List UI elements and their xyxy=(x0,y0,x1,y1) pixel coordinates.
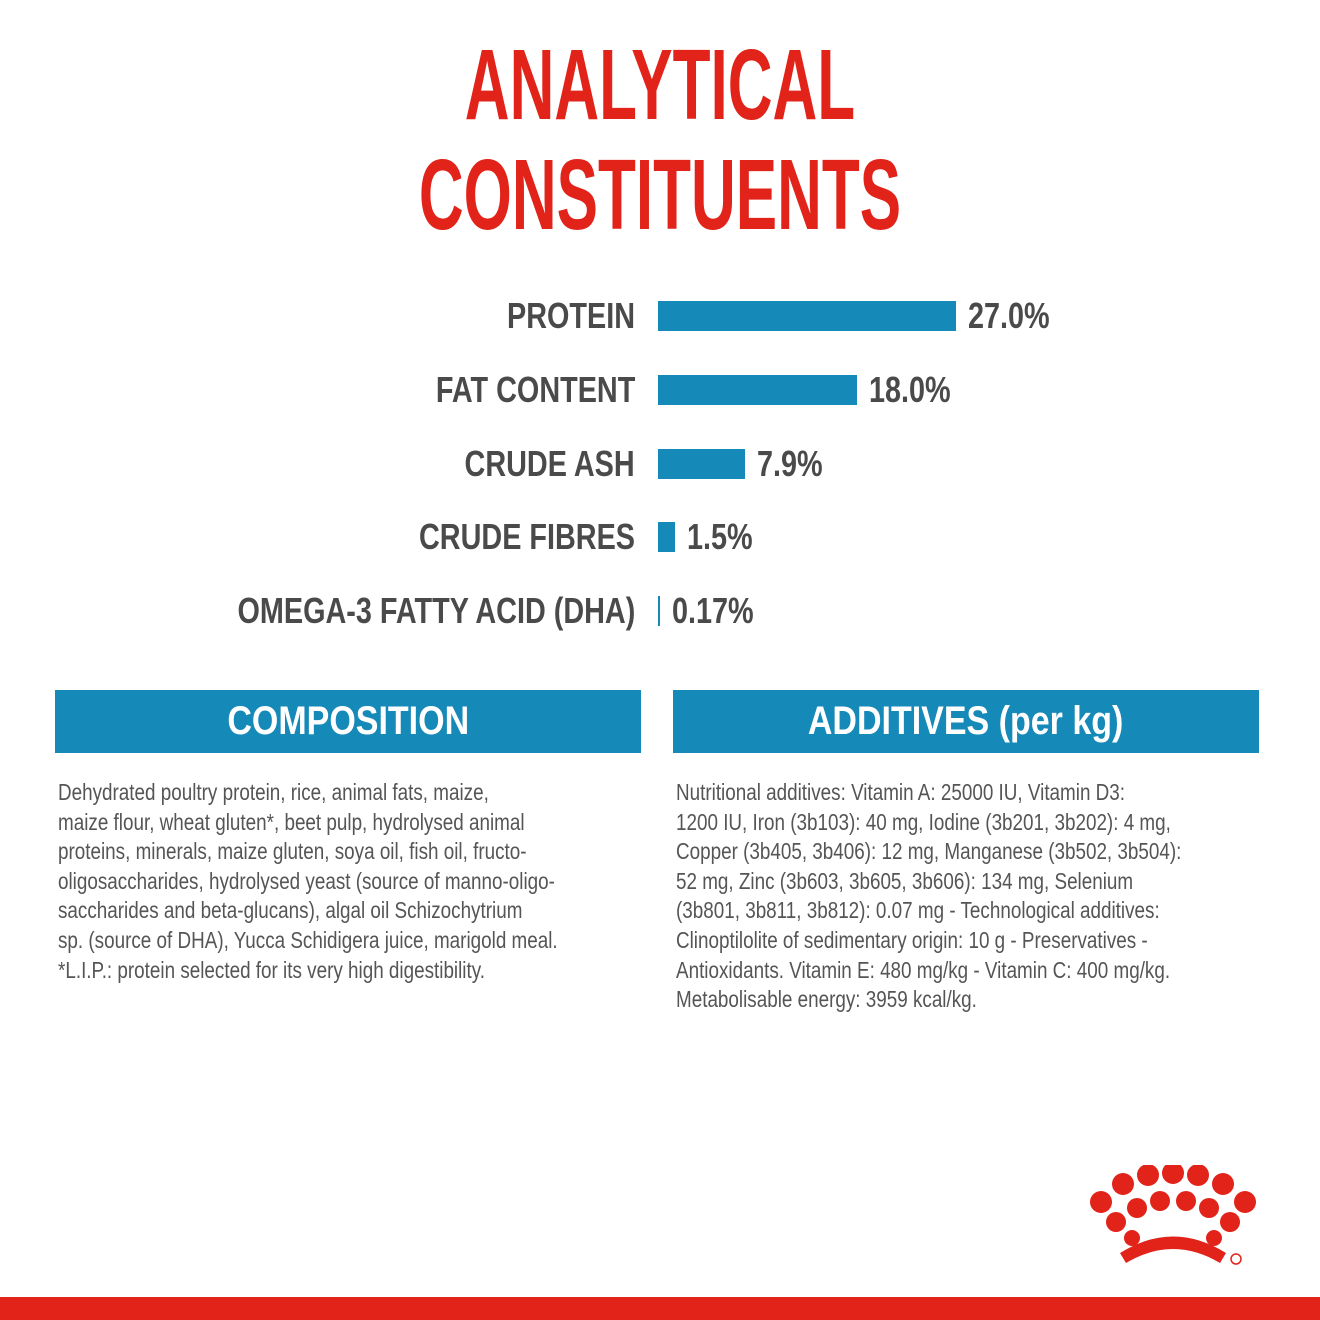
category-label: CRUDE FIBRES xyxy=(418,516,635,558)
category-label: CRUDE ASH xyxy=(464,442,635,484)
category-label: FAT CONTENT xyxy=(435,368,635,410)
bar xyxy=(658,522,675,553)
logo xyxy=(1090,1165,1256,1265)
text-line: (3b801, 3b811, 3b812): 0.07 mg - Technol… xyxy=(676,897,1160,924)
category-label: OMEGA-3 FATTY ACID (DHA) xyxy=(237,590,635,632)
text-line: *L.I.P.: protein selected for its very h… xyxy=(58,956,486,983)
text-line: proteins, minerals, maize gluten, soya o… xyxy=(58,838,527,865)
text-line: Dehydrated poultry protein, rice, animal… xyxy=(58,779,489,805)
text-line: Metabolisable energy: 3959 kcal/kg. xyxy=(676,986,977,1013)
text-line: Antioxidants. Vitamin E: 480 mg/kg - Vit… xyxy=(676,956,1171,983)
text-line: 1200 IU, Iron (3b103): 40 mg, Iodine (3b… xyxy=(676,808,1171,835)
chart-title: ANALYTICAL CONSTITUENTS xyxy=(418,29,902,251)
text-line: sp. (source of DHA), Yucca Schidigera ju… xyxy=(58,926,558,953)
text-line: Copper (3b405, 3b406): 12 mg, Manganese … xyxy=(676,838,1182,865)
section-title: ADDITIVES (per kg) xyxy=(808,699,1124,743)
bar xyxy=(658,374,857,405)
additives-text: Nutritional additives: Vitamin A: 25000 … xyxy=(676,778,1296,1015)
value-label: 27.0% xyxy=(968,295,1050,336)
text-line: maize flour, wheat gluten*, beet pulp, h… xyxy=(58,808,525,835)
section-header: COMPOSITION xyxy=(55,690,641,753)
text-line: oligosaccharides, hydrolysed yeast (sour… xyxy=(58,867,555,894)
value-label: 0.17% xyxy=(672,590,754,632)
bar xyxy=(658,301,957,331)
footer-bar xyxy=(0,1297,1320,1320)
value-label: 1.5% xyxy=(686,516,753,558)
composition-text: Dehydrated poultry protein, rice, animal… xyxy=(58,778,678,985)
bar xyxy=(658,448,746,479)
value-label: 18.0% xyxy=(868,368,951,410)
text-line: Clinoptilolite of sedimentary origin: 10… xyxy=(676,926,1148,953)
text-line: 52 mg, Zinc (3b603, 3b605, 3b606): 134 m… xyxy=(676,867,1134,894)
section-header: ADDITIVES (per kg) xyxy=(673,690,1259,753)
category-label: PROTEIN xyxy=(506,295,635,336)
bar xyxy=(658,596,660,627)
section-title: COMPOSITION xyxy=(227,699,469,743)
text-line: saccharides and beta-glucans), algal oil… xyxy=(58,897,523,924)
text-line: Nutritional additives: Vitamin A: 25000 … xyxy=(676,779,1126,805)
value-label: 7.9% xyxy=(757,442,823,484)
